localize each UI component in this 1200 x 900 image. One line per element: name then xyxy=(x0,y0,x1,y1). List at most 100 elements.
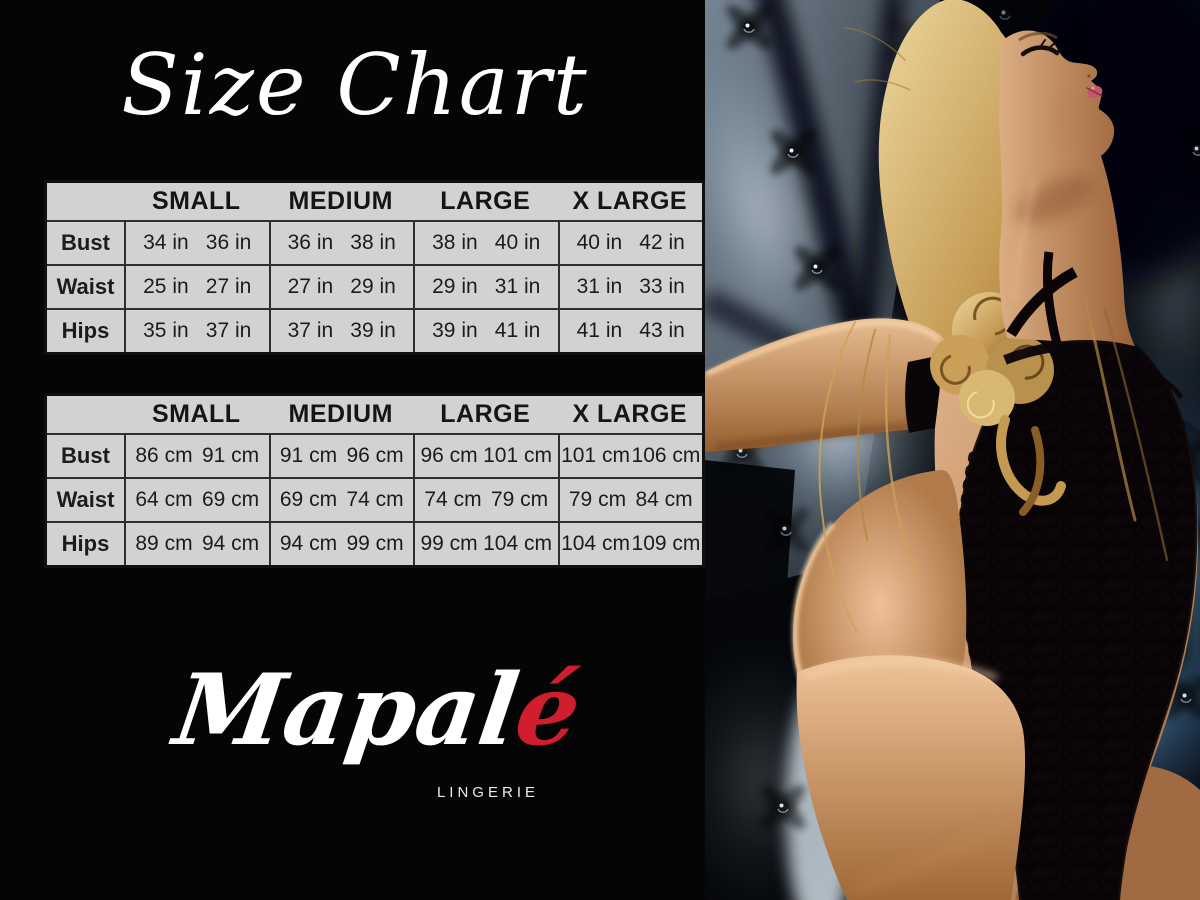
size-cell: 35 in 37 in xyxy=(124,310,269,352)
size-value: 64 cm xyxy=(135,488,193,511)
size-value: 35 in xyxy=(143,319,189,342)
size-value: 27 in xyxy=(287,275,334,298)
size-value: 38 in xyxy=(432,231,478,254)
model-photo-illustration xyxy=(705,0,1200,900)
bodysuit-side-strap xyxy=(905,356,940,433)
size-cell: 64 cm 69 cm xyxy=(124,479,269,521)
size-value: 79 cm xyxy=(490,488,549,511)
size-value: 84 cm xyxy=(635,488,693,511)
size-cell: 25 in 27 in xyxy=(124,266,269,308)
size-value: 69 cm xyxy=(279,488,338,511)
size-value: 42 in xyxy=(639,231,685,254)
size-value: 41 in xyxy=(494,319,541,342)
size-cell: 31 in 33 in xyxy=(557,266,703,308)
size-value: 109 cm xyxy=(631,532,701,555)
size-value: 94 cm xyxy=(279,532,338,555)
size-value: 31 in xyxy=(576,275,623,298)
size-value: 96 cm xyxy=(420,444,478,467)
brand-tagline: LINGERIE xyxy=(436,784,539,801)
hair-wisps xyxy=(818,27,1169,633)
size-table-inches: SMALL MEDIUM LARGE X LARGE Bust 34 in 36 … xyxy=(44,180,705,355)
size-value: 40 in xyxy=(494,231,541,254)
column-header-large: LARGE xyxy=(440,400,531,428)
size-value: 74 cm xyxy=(346,488,404,511)
size-cell: 94 cm 99 cm xyxy=(268,523,414,565)
row-label: Waist xyxy=(56,274,115,299)
size-value: 104 cm xyxy=(483,532,552,555)
model-face xyxy=(999,30,1135,346)
size-cell: 99 cm 104 cm xyxy=(413,523,558,565)
size-value: 36 in xyxy=(287,231,334,254)
size-cell: 38 in 40 in xyxy=(413,222,558,264)
size-value: 39 in xyxy=(350,319,396,342)
size-cell: 91 cm 96 cm xyxy=(268,435,414,477)
size-value: 74 cm xyxy=(424,488,482,511)
brand-name-main: Mapal xyxy=(167,653,526,768)
size-cell: 36 in 38 in xyxy=(268,222,414,264)
size-cell: 104 cm 109 cm xyxy=(557,523,703,565)
size-cell: 37 in 39 in xyxy=(268,310,414,352)
size-value: 91 cm xyxy=(279,444,338,467)
size-value: 29 in xyxy=(350,275,396,298)
row-label: Bust xyxy=(61,230,110,255)
size-table-header: SMALL MEDIUM LARGE X LARGE xyxy=(47,183,702,222)
size-value: 91 cm xyxy=(201,444,260,467)
size-value: 96 cm xyxy=(346,444,404,467)
table-row-waist: Waist 64 cm 69 cm 69 cm 74 cm 74 cm 79 cm 7… xyxy=(47,477,702,521)
table-row-bust: Bust 34 in 36 in 36 in 38 in 38 in 40 in 40… xyxy=(47,222,702,264)
size-value: 33 in xyxy=(639,275,685,298)
size-value: 27 in xyxy=(205,275,252,298)
size-value: 99 cm xyxy=(346,532,404,555)
size-cell: 74 cm 79 cm xyxy=(413,479,558,521)
size-table-header: SMALL MEDIUM LARGE X LARGE xyxy=(47,396,702,435)
size-value: 106 cm xyxy=(631,444,701,467)
brand-wordmark: Mapalé xyxy=(142,652,614,770)
size-cell: 40 in 42 in xyxy=(557,222,703,264)
size-cell: 39 in 41 in xyxy=(413,310,558,352)
size-value: 69 cm xyxy=(201,488,260,511)
table-row-waist: Waist 25 in 27 in 27 in 29 in 29 in 31 in 3… xyxy=(47,264,702,308)
size-cell: 96 cm 101 cm xyxy=(413,435,558,477)
size-value: 37 in xyxy=(205,319,252,342)
size-value: 99 cm xyxy=(420,532,478,555)
size-value: 36 in xyxy=(205,231,252,254)
size-value: 38 in xyxy=(350,231,396,254)
size-value: 31 in xyxy=(494,275,541,298)
size-cell: 79 cm 84 cm xyxy=(557,479,703,521)
table-row-bust: Bust 86 cm 91 cm 91 cm 96 cm 96 cm 101 cm 1… xyxy=(47,435,702,477)
size-value: 29 in xyxy=(432,275,478,298)
column-header-xlarge: X LARGE xyxy=(572,187,688,215)
size-value: 101 cm xyxy=(561,444,630,467)
brand-logo: Mapalé LINGERIE xyxy=(150,652,605,832)
size-value: 39 in xyxy=(432,319,478,342)
row-label: Waist xyxy=(56,487,115,512)
size-value: 34 in xyxy=(143,231,189,254)
page-title: Size Chart xyxy=(121,36,589,134)
size-cell: 41 in 43 in xyxy=(557,310,703,352)
size-value: 86 cm xyxy=(135,444,193,467)
column-header-xlarge: X LARGE xyxy=(572,400,688,428)
size-cell: 34 in 36 in xyxy=(124,222,269,264)
column-header-medium: MEDIUM xyxy=(288,187,393,215)
model-hair-curls xyxy=(930,292,1066,516)
size-value: 104 cm xyxy=(561,532,630,555)
model-photo xyxy=(705,0,1200,900)
size-value: 40 in xyxy=(576,231,623,254)
row-label: Hips xyxy=(61,531,110,556)
size-cell: 69 cm 74 cm xyxy=(268,479,414,521)
column-header-medium: MEDIUM xyxy=(288,400,393,428)
size-value: 101 cm xyxy=(483,444,552,467)
size-value: 94 cm xyxy=(201,532,260,555)
size-value: 37 in xyxy=(287,319,334,342)
row-label: Bust xyxy=(61,443,110,468)
size-value: 43 in xyxy=(639,319,685,342)
row-label: Hips xyxy=(61,318,110,343)
size-value: 25 in xyxy=(143,275,189,298)
table-row-hips: Hips 35 in 37 in 37 in 39 in 39 in 41 in 41… xyxy=(47,308,702,352)
size-cell: 86 cm 91 cm xyxy=(124,435,269,477)
column-header-small: SMALL xyxy=(151,187,241,215)
size-cell: 27 in 29 in xyxy=(268,266,414,308)
bodysuit-straps xyxy=(1003,251,1139,365)
size-value: 41 in xyxy=(576,319,623,342)
